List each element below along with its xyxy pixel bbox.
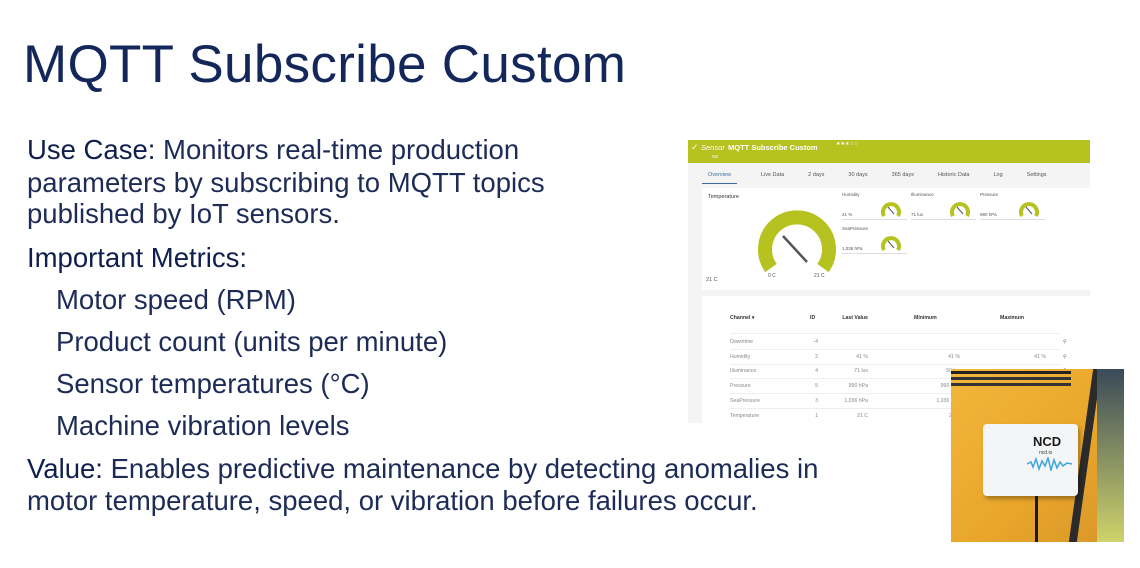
status-text: OK bbox=[712, 154, 719, 159]
cell-channel: SeaPressure bbox=[730, 397, 760, 404]
small-gauge-label: Humidity bbox=[842, 192, 860, 197]
small-gauge-value: 71 lux bbox=[911, 212, 924, 217]
sensor-header: ✓ Sensor MQTT Subscribe Custom ★★★☆☆ OK bbox=[688, 140, 1090, 163]
small-gauge-dial bbox=[881, 202, 901, 217]
col-last-value[interactable]: Last Value bbox=[842, 315, 868, 321]
metric-item: Machine vibration levels bbox=[56, 410, 350, 441]
key-icon[interactable]: ⚲ bbox=[1063, 339, 1067, 345]
ncd-logo: NCD bbox=[1033, 434, 1062, 449]
metric-item: Product count (units per minute) bbox=[56, 326, 448, 357]
main-gauge-label: Temperature bbox=[708, 194, 739, 200]
small-gauge: Illuminance 71 lux bbox=[911, 192, 976, 220]
small-gauge-label: Illuminance bbox=[911, 192, 934, 197]
metric-item: Sensor temperatures (°C) bbox=[56, 368, 370, 399]
table-row[interactable]: Downtime -4 ⚲ bbox=[730, 336, 1067, 350]
tab-30-days[interactable]: 30 days bbox=[848, 172, 868, 178]
sensor-device: NCD ncd.io bbox=[983, 424, 1078, 496]
col-id[interactable]: ID bbox=[810, 315, 816, 321]
use-case-line-2: parameters by subscribing to MQTT topics bbox=[27, 167, 545, 198]
slide-title: MQTT Subscribe Custom bbox=[23, 35, 627, 94]
metrics-heading: Important Metrics: bbox=[27, 242, 248, 273]
cell-channel: Downtime bbox=[730, 339, 754, 345]
small-gauge-dial bbox=[881, 236, 901, 251]
cell-minimum: 1,036 hPa bbox=[936, 397, 960, 404]
cell-channel: Pressure bbox=[730, 383, 751, 390]
cell-last-value: 1,036 hPa bbox=[844, 397, 868, 404]
check-icon: ✓ bbox=[691, 142, 699, 152]
tab-live-data[interactable]: Live Data bbox=[760, 172, 785, 178]
cell-id: 3 bbox=[815, 397, 818, 404]
cell-channel: Temperature bbox=[730, 412, 760, 419]
cell-id: 1 bbox=[815, 412, 818, 419]
tab-overview[interactable]: Overview bbox=[702, 172, 737, 184]
cell-id: 2 bbox=[815, 353, 818, 360]
tab-settings[interactable]: Settings bbox=[1026, 172, 1047, 178]
col-maximum[interactable]: Maximum bbox=[1000, 315, 1024, 321]
cell-maximum: 41 % bbox=[1034, 353, 1046, 360]
cell-id: -4 bbox=[813, 339, 818, 345]
small-gauge-label: Pressure bbox=[980, 192, 999, 197]
small-gauge-value: 1,036 hPa bbox=[842, 246, 863, 251]
tab-365-days[interactable]: 365 days bbox=[891, 172, 914, 178]
key-icon[interactable]: ⚲ bbox=[1063, 353, 1067, 360]
cell-last-value: 990 hPa bbox=[848, 383, 868, 390]
metric-item: Motor speed (RPM) bbox=[56, 284, 296, 315]
main-gauge-value: 21 C bbox=[706, 277, 718, 283]
cell-id: 4 bbox=[815, 368, 818, 375]
ncd-site: ncd.io bbox=[1039, 450, 1053, 456]
small-gauge-value: 990 hPa bbox=[980, 212, 997, 217]
small-gauge-dial bbox=[1019, 202, 1039, 217]
cell-channel: Illuminance bbox=[730, 368, 757, 375]
waveform-icon bbox=[1027, 457, 1072, 471]
tab-log[interactable]: Log bbox=[993, 172, 1003, 178]
value-line-2: motor temperature, speed, or vibration b… bbox=[27, 485, 758, 516]
use-case-line-3: published by IoT sensors. bbox=[27, 198, 340, 229]
small-gauge-label: SeaPressure bbox=[842, 226, 869, 231]
tab-historic-data[interactable]: Historic Data bbox=[937, 172, 970, 178]
cell-minimum: 990 hPa bbox=[940, 383, 960, 390]
cell-minimum: 41 % bbox=[948, 353, 960, 360]
table-row[interactable]: Humidity 2 41 % 41 % 41 % ⚲ bbox=[730, 351, 1067, 365]
cell-last-value: 71 lux bbox=[854, 368, 868, 375]
use-case-line-1: Use Case: Monitors real-time production bbox=[27, 134, 520, 165]
cell-id: 5 bbox=[815, 383, 818, 390]
tab-2-days[interactable]: 2 days bbox=[808, 172, 825, 178]
gauge-needle bbox=[782, 235, 808, 263]
small-gauge: SeaPressure 1,036 hPa bbox=[842, 226, 907, 254]
cell-last-value: 21 C bbox=[857, 412, 868, 419]
col-channel[interactable]: Channel ▾ bbox=[730, 315, 755, 321]
sensor-name: MQTT Subscribe Custom bbox=[728, 143, 818, 152]
temperature-gauge bbox=[758, 210, 836, 273]
main-gauge-min: 0 C bbox=[768, 273, 776, 279]
gauge-panel: Temperature 21 C 0 C 21 C Humidity 41 % … bbox=[702, 188, 1090, 290]
table-header: Channel ▾ ID Last Value Minimum Maximum bbox=[730, 312, 1060, 334]
value-line-1: Value: Enables predictive maintenance by… bbox=[27, 453, 819, 484]
cell-channel: Humidity bbox=[730, 353, 751, 360]
sensor-prefix: Sensor bbox=[701, 143, 725, 152]
tab-bar: Overview Live Data 2 days 30 days 365 da… bbox=[702, 172, 1090, 184]
small-gauge: Humidity 41 % bbox=[842, 192, 907, 220]
star-rating[interactable]: ★★★☆☆ bbox=[836, 141, 859, 147]
ncd-sensor-photo: NCD ncd.io bbox=[951, 369, 1124, 542]
cell-last-value: 41 % bbox=[856, 353, 868, 360]
small-gauge: Pressure 990 hPa bbox=[980, 192, 1045, 220]
main-gauge-max: 21 C bbox=[814, 273, 825, 279]
small-gauge-value: 41 % bbox=[842, 212, 853, 217]
small-gauge-dial bbox=[950, 202, 970, 217]
col-minimum[interactable]: Minimum bbox=[914, 315, 937, 321]
